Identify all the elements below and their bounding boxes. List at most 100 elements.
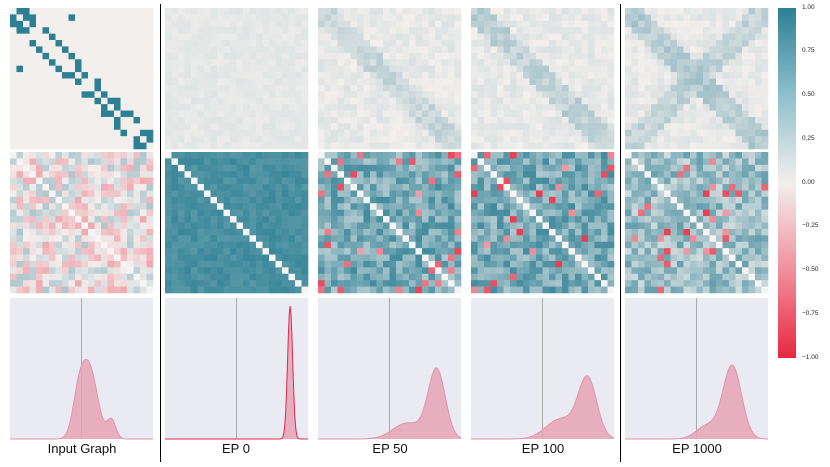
heatmap-cell xyxy=(75,91,82,99)
heatmap-cell xyxy=(230,286,237,294)
heatmap-cell xyxy=(670,20,678,28)
heatmap-cell xyxy=(223,190,231,198)
heatmap-cell xyxy=(601,222,608,230)
heatmap-cell xyxy=(510,116,517,124)
heatmap-cell xyxy=(536,254,543,262)
heatmap-cell xyxy=(409,190,416,198)
heatmap-cell xyxy=(471,110,478,118)
heatmap-cell xyxy=(363,59,371,66)
heatmap-cell xyxy=(607,20,615,28)
heatmap-cell xyxy=(529,116,537,124)
heatmap-cell xyxy=(165,171,172,178)
heatmap-cell xyxy=(581,273,589,281)
heatmap-cell xyxy=(55,152,63,159)
heatmap-cell xyxy=(184,203,192,210)
heatmap-cell xyxy=(49,241,56,249)
heatmap-cell xyxy=(415,254,423,262)
heatmap-cell xyxy=(409,177,416,185)
heatmap-cell xyxy=(288,235,296,243)
heatmap-cell xyxy=(256,235,263,243)
heatmap-cell xyxy=(331,209,338,217)
heatmap-cell xyxy=(594,273,602,281)
heatmap-cell xyxy=(10,46,17,54)
heatmap-cell xyxy=(127,222,134,230)
heatmap-cell xyxy=(510,8,517,15)
heatmap-cell xyxy=(337,84,345,92)
heatmap-cell xyxy=(575,260,582,268)
heatmap-cell xyxy=(29,123,37,131)
heatmap-cell xyxy=(448,123,455,131)
heatmap-cell xyxy=(529,20,537,28)
heatmap-cell xyxy=(664,84,671,92)
heatmap-cell xyxy=(448,273,455,281)
heatmap-cell xyxy=(230,129,237,137)
heatmap-cell xyxy=(690,164,697,172)
heatmap-cell xyxy=(422,216,429,223)
heatmap-cell xyxy=(607,136,615,143)
heatmap-cell xyxy=(409,136,416,143)
heatmap-cell xyxy=(703,8,710,15)
heatmap-cell xyxy=(133,123,141,131)
heatmap-cell xyxy=(396,78,403,86)
heatmap-cell xyxy=(350,171,358,178)
heatmap-cell xyxy=(107,152,115,159)
heatmap-cell xyxy=(36,260,43,268)
heatmap-cell xyxy=(631,91,639,99)
heatmap-cell xyxy=(223,177,231,185)
heatmap-cell xyxy=(644,65,652,73)
heatmap-cell xyxy=(10,59,17,66)
heatmap-cell xyxy=(230,104,237,111)
heatmap-cell xyxy=(62,267,69,275)
heatmap-cell xyxy=(140,116,147,124)
heatmap-cell xyxy=(657,260,665,268)
heatmap-cell xyxy=(210,216,218,223)
heatmap-cell xyxy=(75,196,82,204)
heatmap-cell xyxy=(383,222,390,230)
heatmap-cell xyxy=(337,104,345,111)
heatmap-cell xyxy=(696,123,704,131)
heatmap-cell xyxy=(415,177,423,185)
heatmap-cell xyxy=(146,123,154,131)
heatmap-cell xyxy=(651,59,658,66)
heatmap-cell xyxy=(370,209,377,217)
heatmap-cell xyxy=(184,59,192,66)
heatmap-cell xyxy=(568,254,576,262)
heatmap-cell xyxy=(729,222,736,230)
heatmap-cell xyxy=(625,203,632,210)
heatmap-cell xyxy=(490,65,498,73)
heatmap-cell xyxy=(140,59,147,66)
heatmap-cell xyxy=(638,286,645,294)
heatmap-cell xyxy=(516,84,524,92)
heatmap-cell xyxy=(729,33,736,41)
heatmap-cell xyxy=(275,65,283,73)
heatmap-cell xyxy=(477,84,485,92)
heatmap-cell xyxy=(670,171,678,178)
heatmap-cell xyxy=(363,78,371,86)
heatmap-cell xyxy=(217,110,224,118)
heatmap-cell xyxy=(677,59,684,66)
heatmap-cell xyxy=(383,104,390,111)
heatmap-cell xyxy=(324,110,332,118)
heatmap-cell xyxy=(735,14,743,22)
heatmap-cell xyxy=(709,280,717,287)
heatmap-cell xyxy=(709,110,717,118)
heatmap-cell xyxy=(448,116,455,124)
heatmap-cell xyxy=(490,190,498,198)
heatmap-cell xyxy=(435,20,442,28)
heatmap-cell xyxy=(664,235,671,243)
heatmap-cell xyxy=(55,158,63,166)
heatmap-cell xyxy=(269,142,276,150)
heatmap-cell xyxy=(631,280,639,287)
heatmap-cell xyxy=(204,184,211,191)
heatmap-cell xyxy=(68,110,76,118)
heatmap-cell xyxy=(269,280,276,287)
heatmap-cell xyxy=(703,97,710,105)
heatmap-cell xyxy=(236,40,244,47)
heatmap-cell xyxy=(575,104,582,111)
heatmap-cell xyxy=(370,142,377,150)
heatmap-cell xyxy=(696,104,704,111)
heatmap-cell xyxy=(204,65,211,73)
heatmap-cell xyxy=(363,196,371,204)
heatmap-cell xyxy=(490,78,498,86)
heatmap-cell xyxy=(191,228,198,236)
